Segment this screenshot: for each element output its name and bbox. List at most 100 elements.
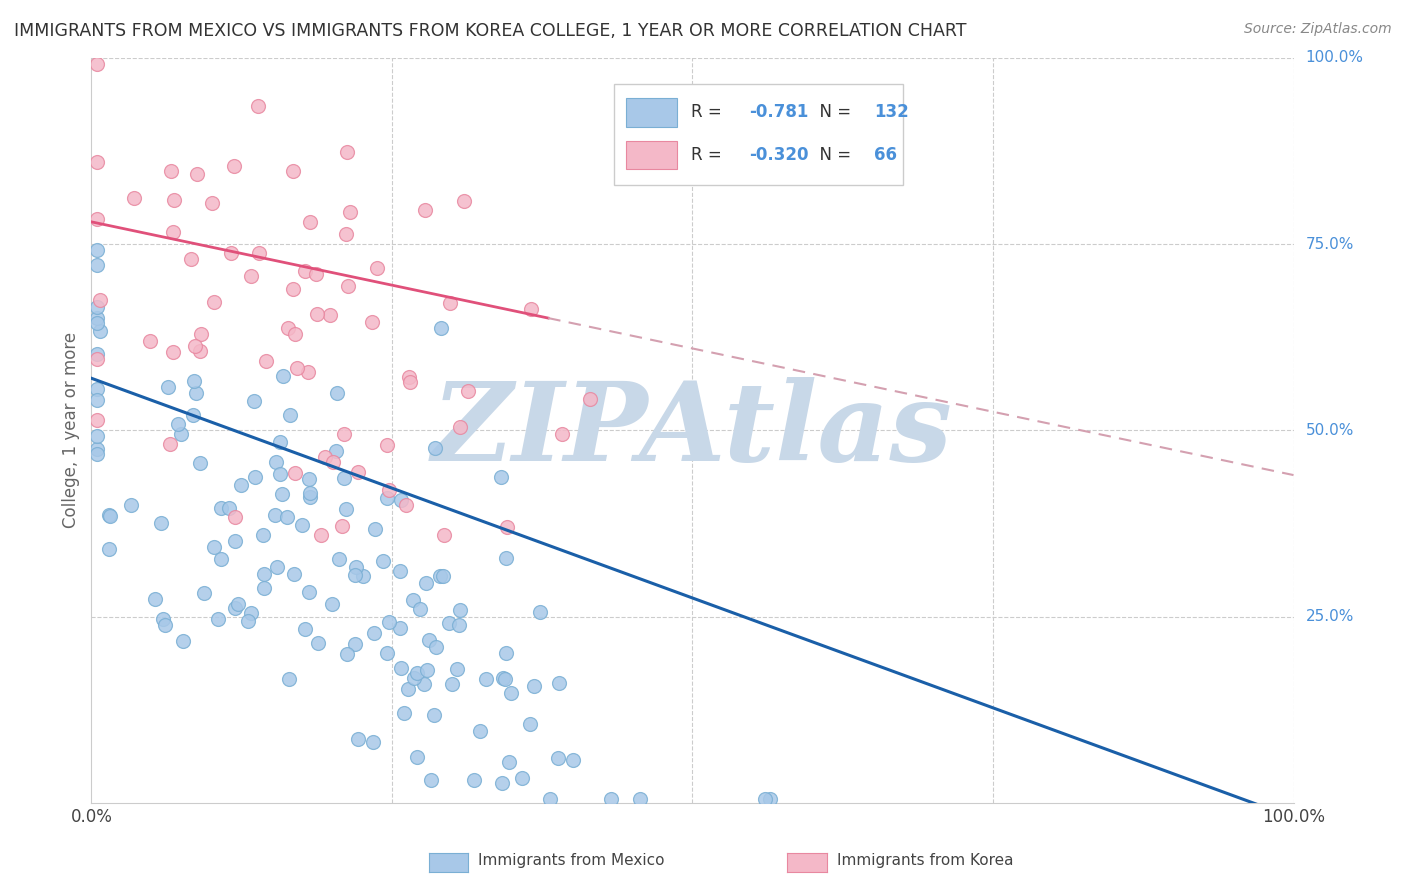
Point: [264, 455, 287, 469]
Point: [253, 581, 276, 595]
Point: [298, 585, 321, 599]
Point: [405, 750, 427, 764]
Point: [389, 564, 412, 578]
Point: [364, 522, 387, 536]
Point: [429, 569, 451, 583]
Point: [240, 606, 263, 620]
Text: 100.0%: 100.0%: [1306, 51, 1364, 65]
Point: [278, 408, 301, 422]
Point: [335, 227, 357, 242]
Point: [495, 646, 517, 660]
Point: [335, 502, 357, 516]
Point: [475, 672, 498, 686]
Point: [159, 437, 181, 451]
Point: [339, 205, 361, 219]
Point: [416, 663, 439, 677]
Point: [276, 510, 298, 524]
Point: [139, 334, 162, 348]
Point: [344, 560, 367, 574]
Point: [404, 671, 426, 685]
Point: [325, 443, 347, 458]
Point: [496, 520, 519, 534]
Point: [375, 646, 398, 660]
Point: [172, 634, 194, 648]
Point: [219, 246, 242, 260]
Point: [298, 215, 321, 229]
Point: [284, 326, 307, 341]
Point: [328, 552, 350, 566]
Point: [285, 360, 308, 375]
Point: [401, 592, 423, 607]
Point: [157, 379, 180, 393]
Point: [186, 168, 208, 182]
Point: [399, 375, 422, 389]
Point: [224, 159, 246, 173]
Text: ZIPAtlas: ZIPAtlas: [432, 376, 953, 484]
Point: [409, 601, 432, 615]
Point: [188, 343, 211, 358]
Point: [269, 434, 291, 449]
Point: [547, 750, 569, 764]
Point: [754, 792, 776, 806]
Point: [86, 258, 108, 272]
Point: [207, 612, 229, 626]
Point: [305, 307, 328, 321]
Point: [89, 324, 111, 338]
Point: [89, 293, 111, 307]
Point: [246, 99, 269, 113]
Point: [86, 211, 108, 226]
Point: [184, 385, 207, 400]
Point: [305, 267, 328, 281]
Point: [538, 792, 561, 806]
Point: [149, 516, 172, 531]
Point: [415, 576, 437, 591]
Point: [562, 753, 585, 767]
Point: [579, 392, 602, 406]
Point: [330, 519, 353, 533]
Point: [378, 615, 401, 630]
Point: [510, 771, 533, 785]
Point: [211, 552, 233, 566]
Point: [86, 311, 108, 326]
Point: [398, 370, 420, 384]
Point: [193, 585, 215, 599]
Bar: [626, 141, 676, 169]
Point: [333, 471, 356, 485]
Point: [283, 164, 305, 178]
Point: [429, 321, 451, 335]
Point: [322, 455, 344, 469]
Point: [352, 569, 374, 583]
Point: [271, 487, 294, 501]
Point: [160, 163, 183, 178]
Point: [209, 500, 232, 515]
Text: Immigrants from Mexico: Immigrants from Mexico: [478, 854, 665, 868]
Point: [529, 605, 551, 619]
Text: -0.320: -0.320: [749, 145, 808, 164]
Point: [201, 196, 224, 211]
Point: [395, 498, 418, 512]
Point: [439, 615, 461, 630]
Point: [166, 417, 188, 432]
Point: [291, 518, 314, 533]
Point: [389, 661, 412, 675]
Point: [224, 600, 246, 615]
Point: [162, 345, 184, 359]
Point: [98, 509, 121, 524]
Text: 132: 132: [875, 103, 908, 121]
Point: [226, 597, 249, 611]
Point: [495, 551, 517, 566]
Point: [98, 508, 121, 522]
Point: [344, 568, 367, 582]
Point: [449, 617, 471, 632]
Point: [336, 278, 359, 293]
Point: [243, 469, 266, 483]
Point: [440, 677, 463, 691]
Point: [418, 633, 440, 648]
Point: [243, 394, 266, 409]
Text: R =: R =: [692, 103, 727, 121]
Point: [453, 194, 475, 209]
Point: [298, 485, 321, 500]
Text: Immigrants from Korea: Immigrants from Korea: [837, 854, 1014, 868]
Point: [86, 428, 108, 442]
Point: [247, 246, 270, 260]
